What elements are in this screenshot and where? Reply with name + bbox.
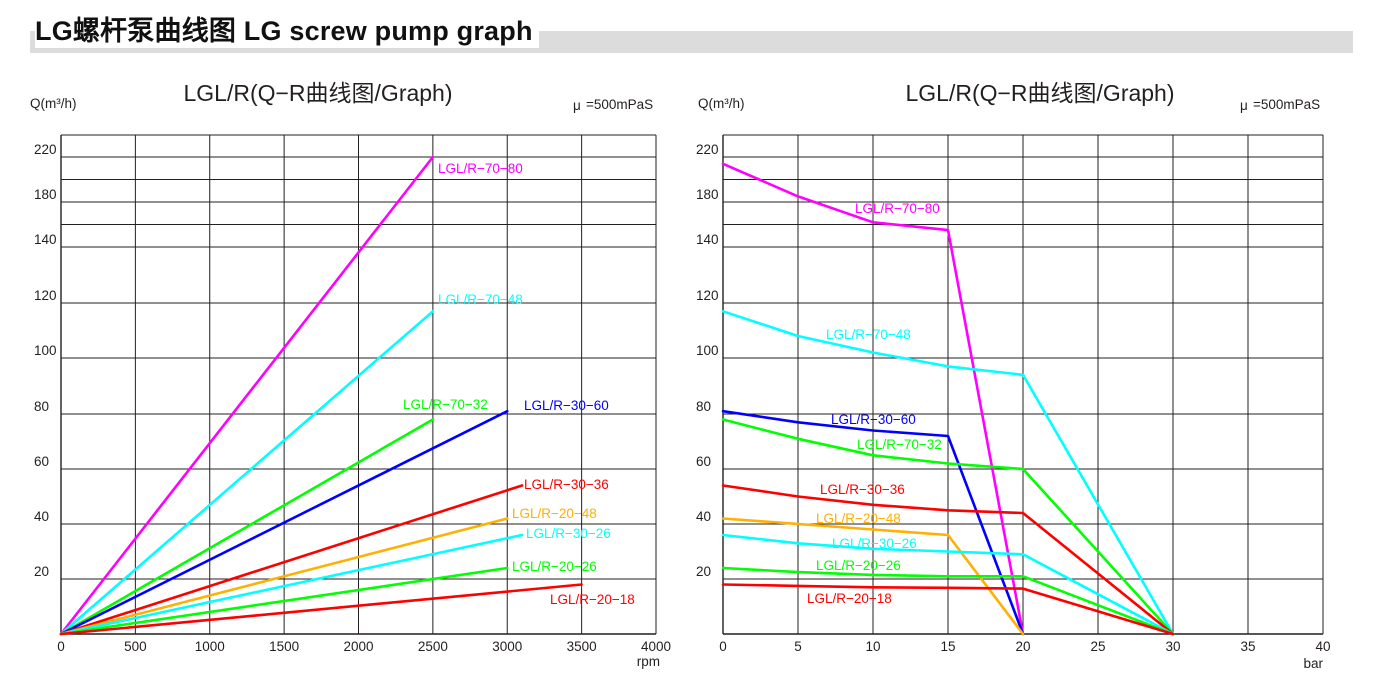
series-line xyxy=(721,533,1175,636)
series-line xyxy=(59,484,524,636)
y-tick-label: 120 xyxy=(34,288,57,303)
series-label: LGL/R−20−18 xyxy=(807,591,892,606)
y-tick-label: 60 xyxy=(34,454,49,469)
series-label: LGL/R−30−36 xyxy=(524,477,609,492)
page-title: LG螺杆泵曲线图 LG screw pump graph xyxy=(35,14,539,48)
viscosity-symbol: μ xyxy=(573,98,581,113)
y-tick-label: 20 xyxy=(696,564,711,579)
series-label: LGL/R−70−32 xyxy=(857,437,942,452)
y-tick-label: 20 xyxy=(34,564,49,579)
x-tick-label: 0 xyxy=(57,639,65,654)
series-label: LGL/R−30−26 xyxy=(832,536,917,551)
x-tick-label: 3500 xyxy=(567,639,597,654)
series-label: LGL/R−70−48 xyxy=(438,292,523,307)
y-tick-label: 140 xyxy=(34,232,57,247)
series-label: LGL/R−30−26 xyxy=(526,526,611,541)
x-tick-label: 10 xyxy=(865,639,880,654)
y-tick-label: 80 xyxy=(696,399,711,414)
y-tick-label: 40 xyxy=(696,509,711,524)
series-label: LGL/R−20−26 xyxy=(816,558,901,573)
x-tick-label: 4000 xyxy=(641,639,671,654)
x-axis-label: rpm xyxy=(637,654,660,669)
series-label: LGL/R−70−48 xyxy=(826,327,911,342)
series-line xyxy=(59,418,435,636)
series-line xyxy=(59,310,435,636)
x-tick-label: 25 xyxy=(1090,639,1105,654)
series-label: LGL/R−70−80 xyxy=(438,161,523,176)
series-line xyxy=(721,409,1025,636)
y-tick-label: 140 xyxy=(696,232,719,247)
x-tick-label: 0 xyxy=(719,639,727,654)
series-line xyxy=(721,418,1175,636)
x-tick-label: 40 xyxy=(1315,639,1330,654)
series-line xyxy=(59,155,435,636)
x-tick-label: 3000 xyxy=(492,639,522,654)
y-tick-label: 100 xyxy=(34,343,57,358)
series-line xyxy=(59,533,524,636)
y-tick-label: 80 xyxy=(34,399,49,414)
x-tick-label: 2000 xyxy=(343,639,373,654)
series-label: LGL/R−30−36 xyxy=(820,482,905,497)
x-tick-label: 35 xyxy=(1240,639,1255,654)
series-label: LGL/R−30−60 xyxy=(831,412,916,427)
x-tick-label: 5 xyxy=(794,639,802,654)
y-tick-label: 220 xyxy=(696,142,719,157)
y-axis-label: Q(m³/h) xyxy=(30,96,77,111)
series-label: LGL/R−30−60 xyxy=(524,398,609,413)
series-label: LGL/R−70−80 xyxy=(855,201,940,216)
series-line xyxy=(721,484,1175,636)
chart-title: LGL/R(Q−R曲线图/Graph) xyxy=(905,80,1174,106)
y-tick-label: 180 xyxy=(34,187,57,202)
series-line xyxy=(59,517,509,636)
x-tick-label: 1500 xyxy=(269,639,299,654)
series-label: LGL/R−20−48 xyxy=(816,511,901,526)
y-tick-label: 120 xyxy=(696,288,719,303)
viscosity-value: =500mPaS xyxy=(586,97,653,112)
viscosity-value: =500mPaS xyxy=(1253,97,1320,112)
viscosity-symbol: μ xyxy=(1240,98,1248,113)
x-tick-label: 15 xyxy=(940,639,955,654)
series-line xyxy=(59,566,509,636)
series-line xyxy=(721,566,1175,636)
y-tick-label: 100 xyxy=(696,343,719,358)
series-label: LGL/R−20−26 xyxy=(512,559,597,574)
y-axis-label: Q(m³/h) xyxy=(698,96,745,111)
series-line xyxy=(721,310,1175,636)
y-tick-label: 40 xyxy=(34,509,49,524)
series-line xyxy=(721,517,1025,636)
x-tick-label: 500 xyxy=(124,639,147,654)
x-tick-label: 20 xyxy=(1015,639,1030,654)
series-label: LGL/R−70−32 xyxy=(403,397,488,412)
x-tick-label: 1000 xyxy=(195,639,225,654)
x-tick-label: 2500 xyxy=(418,639,448,654)
y-tick-label: 220 xyxy=(34,142,57,157)
series-line xyxy=(721,162,1025,636)
y-tick-label: 60 xyxy=(696,454,711,469)
series-line xyxy=(721,583,1175,636)
series-label: LGL/R−20−48 xyxy=(512,506,597,521)
series-line xyxy=(59,409,509,636)
chart-title: LGL/R(Q−R曲线图/Graph) xyxy=(183,80,452,106)
series-line xyxy=(59,583,583,636)
y-tick-label: 180 xyxy=(696,187,719,202)
x-tick-label: 30 xyxy=(1165,639,1180,654)
series-label: LGL/R−20−18 xyxy=(550,592,635,607)
x-axis-label: bar xyxy=(1303,656,1323,671)
